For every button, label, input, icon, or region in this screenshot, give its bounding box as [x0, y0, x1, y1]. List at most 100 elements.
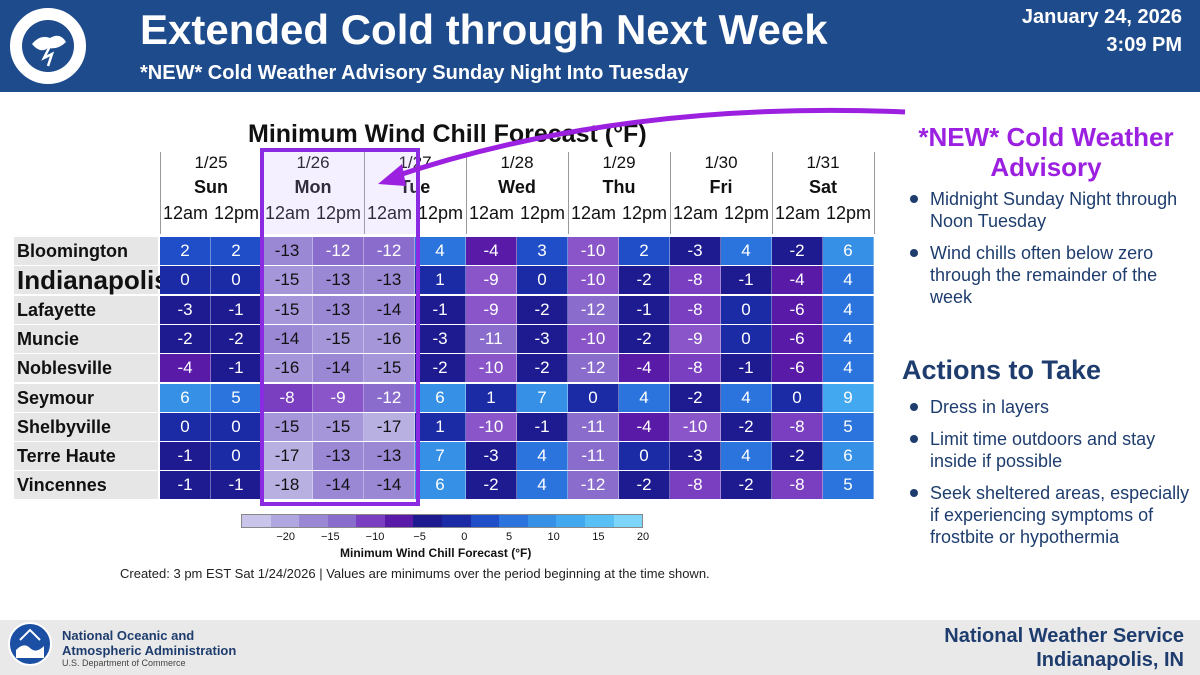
column-divider: [670, 152, 671, 234]
day-header: 1/26 Mon 12am 12pm: [262, 152, 364, 226]
colorbar-tick: −10: [365, 531, 385, 543]
day-date: 1/26: [296, 153, 330, 172]
wind-chill-cell: -10: [670, 412, 721, 441]
wind-chill-cell: -9: [313, 383, 364, 412]
wind-chill-cell: 0: [211, 266, 262, 295]
wind-chill-cell: -8: [670, 354, 721, 383]
wind-chill-cell: -1: [211, 471, 262, 500]
wind-chill-cell: -17: [364, 412, 415, 441]
list-item: Limit time outdoors and stay inside if p…: [906, 428, 1196, 472]
wind-chill-cell: -15: [313, 412, 364, 441]
wind-chill-cell: -14: [364, 471, 415, 500]
wind-chill-cell: 9: [823, 383, 874, 412]
wind-chill-cell: -3: [670, 442, 721, 471]
colorbar-swatch: [499, 515, 528, 527]
period-label: 12pm: [417, 203, 464, 223]
wind-chill-cell: 6: [415, 471, 466, 500]
wind-chill-cell: -10: [568, 266, 619, 295]
colorbar-swatch: [270, 515, 300, 527]
arrow-icon: [378, 107, 906, 186]
wind-chill-cell: -2: [721, 412, 772, 441]
wind-chill-cell: -12: [364, 237, 415, 265]
wind-chill-cell: -2: [619, 266, 670, 295]
day-date: 1/31: [806, 153, 840, 172]
wind-chill-cell: 0: [211, 442, 262, 471]
wind-chill-cell: -10: [568, 237, 619, 265]
wind-chill-cell: 0: [568, 383, 619, 412]
day-date: 1/25: [194, 153, 228, 172]
table-row: Terre Haute -1 0 -17 -13 -13 7 -3 4 -11 0 -3 4 -2 6: [14, 442, 874, 471]
wind-chill-cell: -1: [517, 412, 568, 441]
wind-chill-cell: -4: [466, 237, 517, 265]
colorbar-swatch: [327, 515, 357, 527]
actions-list: Dress in layers Limit time outdoors and …: [906, 396, 1196, 558]
list-item: Midnight Sunday Night through Noon Tuesd…: [906, 188, 1196, 232]
list-item: Seek sheltered areas, especially if expe…: [906, 482, 1196, 548]
day-weekday: Sat: [808, 177, 837, 197]
column-divider: [466, 152, 467, 234]
wind-chill-cell: -16: [364, 324, 415, 353]
header: Extended Cold through Next Week *NEW* Co…: [0, 0, 1200, 92]
wind-chill-cell: -1: [211, 354, 262, 383]
wind-chill-cell: 6: [823, 442, 874, 471]
page-subtitle: *NEW* Cold Weather Advisory Sunday Night…: [140, 62, 689, 84]
city-label: Lafayette: [14, 295, 158, 324]
chart-footnote: Created: 3 pm EST Sat 1/24/2026 | Values…: [120, 566, 710, 581]
wind-chill-cell: -18: [262, 471, 313, 500]
day-header: 1/30 Fri 12am 12pm: [670, 152, 772, 226]
wind-chill-cell: -2: [670, 383, 721, 412]
colorbar-swatch: [613, 515, 643, 527]
wind-chill-cell: -2: [772, 442, 823, 471]
wind-chill-cell: 0: [160, 412, 211, 441]
colorbar-label: Minimum Wind Chill Forecast (°F): [340, 546, 532, 560]
wind-chill-cell: 4: [823, 266, 874, 295]
wind-chill-cell: -12: [568, 471, 619, 500]
wind-chill-cell: 4: [823, 324, 874, 353]
day-header: 1/28 Wed 12am 12pm: [466, 152, 568, 226]
footer: [0, 620, 1200, 675]
list-item: Wind chills often below zero through the…: [906, 242, 1196, 308]
wind-chill-cell: -3: [160, 295, 211, 324]
header-subband: [0, 58, 1200, 92]
wind-chill-cell: -2: [619, 471, 670, 500]
wind-chill-cell: 5: [211, 383, 262, 412]
wind-chill-cell: 7: [517, 383, 568, 412]
wind-chill-cell: -1: [160, 471, 211, 500]
day-header: 1/25 Sun 12am 12pm: [160, 152, 262, 226]
day-date: 1/29: [602, 153, 636, 172]
colorbar: [241, 514, 643, 528]
day-date: 1/30: [704, 153, 738, 172]
period-label: 12am: [366, 203, 413, 223]
noaa-dept: U.S. Department of Commerce: [62, 658, 186, 668]
wind-chill-cell: 0: [211, 412, 262, 441]
issue-date: January 24, 2026: [1021, 6, 1182, 28]
colorbar-swatch: [413, 515, 443, 527]
day-header: 1/29 Thu 12am 12pm: [568, 152, 670, 226]
wind-chill-cell: 0: [619, 442, 670, 471]
wind-chill-cell: -2: [619, 324, 670, 353]
wind-chill-cell: 3: [517, 237, 568, 265]
wind-chill-cell: -8: [262, 383, 313, 412]
table-row: Lafayette -3 -1 -15 -13 -14 -1 -9 -2 -12 -1 -8 0 -6 4: [14, 295, 874, 325]
wind-chill-cell: -15: [262, 295, 313, 324]
wind-chill-cell: -9: [466, 295, 517, 324]
wind-chill-cell: -4: [772, 266, 823, 295]
wind-chill-cell: -1: [211, 295, 262, 324]
day-weekday: Mon: [294, 177, 332, 197]
period-label: 12am: [468, 203, 515, 223]
wind-chill-cell: -12: [568, 354, 619, 383]
wind-chill-cell: -13: [313, 295, 364, 324]
wind-chill-cell: -16: [262, 354, 313, 383]
wind-chill-cell: -2: [721, 471, 772, 500]
period-label: 12pm: [621, 203, 668, 223]
city-label: Bloomington: [14, 237, 158, 265]
wind-chill-cell: -11: [568, 442, 619, 471]
wind-chill-cell: 4: [721, 442, 772, 471]
wind-chill-cell: -2: [466, 471, 517, 500]
wind-chill-cell: -11: [568, 412, 619, 441]
wind-chill-cell: -13: [313, 442, 364, 471]
wind-chill-cell: 0: [772, 383, 823, 412]
wind-chill-cell: -12: [568, 295, 619, 324]
wind-chill-cell: -12: [364, 383, 415, 412]
wind-chill-cell: -2: [772, 237, 823, 265]
